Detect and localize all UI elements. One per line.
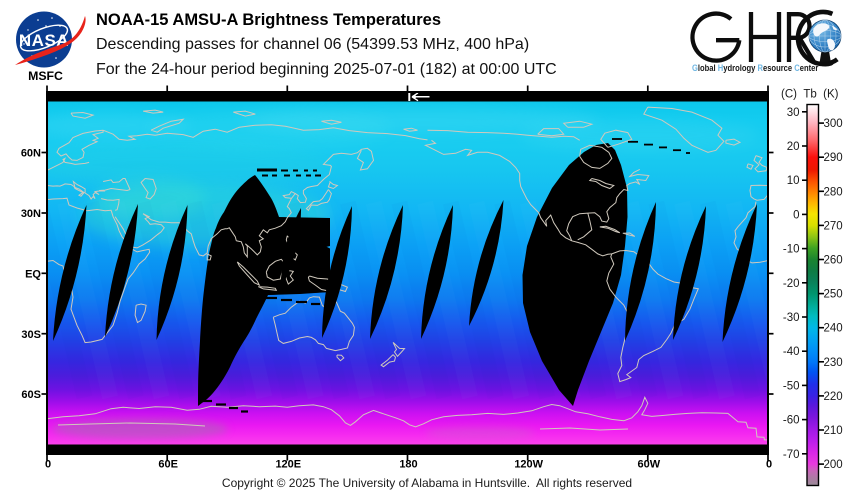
svg-text:0: 0 [793, 209, 799, 221]
svg-text:60E: 60E [158, 459, 178, 471]
svg-text:60S: 60S [21, 389, 41, 401]
svg-text:290: 290 [824, 152, 843, 164]
svg-text:270: 270 [824, 220, 843, 232]
svg-text:30N: 30N [21, 208, 41, 220]
svg-text:NASA: NASA [19, 31, 69, 50]
svg-text:30: 30 [787, 107, 800, 119]
svg-text:300: 300 [824, 118, 843, 130]
svg-text:120W: 120W [514, 459, 543, 471]
svg-text:200: 200 [824, 459, 843, 471]
svg-text:-70: -70 [783, 449, 800, 461]
svg-text:(C) Tb (K): (C) Tb (K) [781, 89, 839, 101]
svg-text:-60: -60 [783, 415, 800, 427]
svg-text:220: 220 [824, 391, 843, 403]
svg-text:-40: -40 [783, 346, 800, 358]
svg-text:230: 230 [824, 357, 843, 369]
svg-text:10: 10 [787, 175, 800, 187]
svg-text:20: 20 [787, 141, 800, 153]
svg-text:0: 0 [766, 459, 772, 471]
svg-text:240: 240 [824, 323, 843, 335]
svg-text:250: 250 [824, 289, 843, 301]
svg-text:MSFC: MSFC [28, 69, 63, 83]
svg-text:60W: 60W [637, 459, 660, 471]
svg-text:280: 280 [824, 186, 843, 198]
svg-text:-10: -10 [783, 244, 800, 256]
svg-text:120E: 120E [275, 459, 301, 471]
svg-text:-30: -30 [783, 312, 800, 324]
svg-text:0: 0 [45, 459, 51, 471]
svg-text:260: 260 [824, 255, 843, 267]
svg-text:180: 180 [399, 459, 417, 471]
svg-text:-50: -50 [783, 380, 800, 392]
svg-text:30S: 30S [21, 329, 41, 341]
svg-text:210: 210 [824, 425, 843, 437]
svg-text:EQ: EQ [25, 269, 41, 281]
svg-text:60N: 60N [21, 148, 41, 160]
svg-text:-20: -20 [783, 278, 800, 290]
